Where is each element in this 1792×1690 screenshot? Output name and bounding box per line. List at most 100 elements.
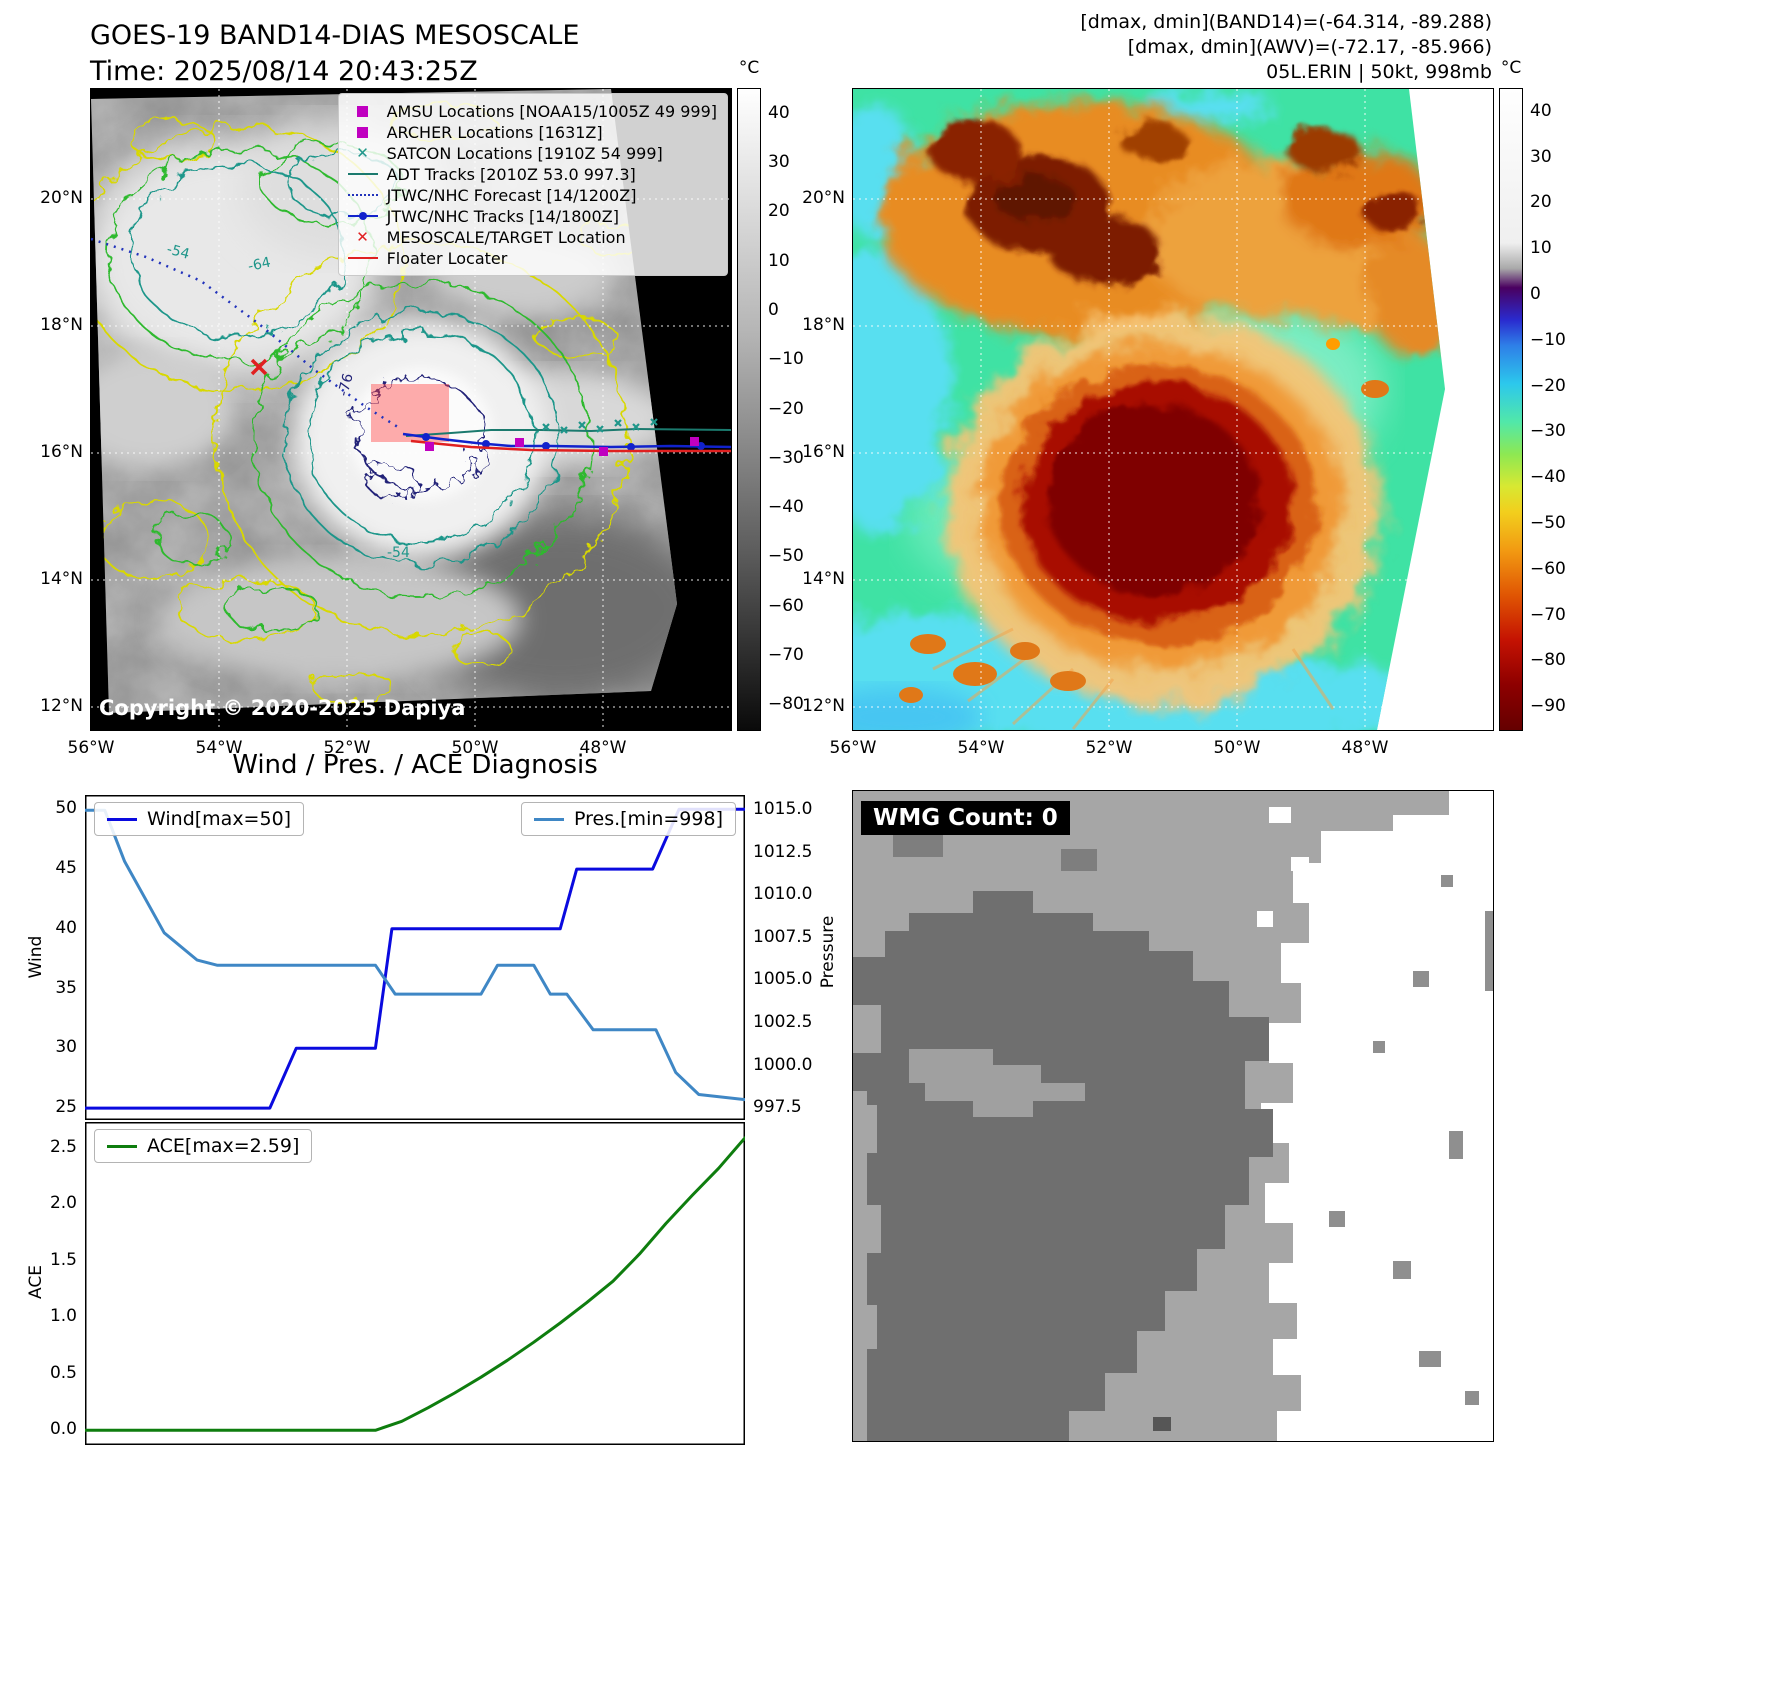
ace-line [83,1136,747,1432]
contour-label: -76 [335,372,356,398]
colorbar-tick-label: −90 [1530,696,1566,717]
storm-id-intensity: 05L.ERIN | 50kt, 998mb [1266,61,1492,83]
axis-tick-label: 0.0 [49,1419,77,1440]
pressure-legend: Pres.[min=998] [521,802,736,836]
colorbar-tick-label: −50 [1530,512,1566,533]
storm-tracks [90,237,732,456]
lat-tick-label: 14°N [802,569,845,589]
axis-tick-label: 25 [55,1097,77,1118]
adt-track-line [405,427,732,437]
axis-tick-label: 1.5 [49,1249,77,1270]
floater-line [410,439,731,453]
pressure-axis-label: Pressure [818,915,838,989]
legend-item: ✕ SATCON Locations [1910Z 54 999] [347,143,717,163]
lon-tick-label: 50°W [1213,738,1261,758]
line-marker-icon [347,248,379,268]
lat-tick-label: 12°N [40,696,83,716]
amsu-archer-squares [425,437,699,456]
colorbar-tick-label: 0 [768,299,779,320]
colorbar-tick-label: 0 [1530,284,1541,305]
awv-colorbar: °C 40 30 20 10 0 −10 −20 −30 −40 −50 −60 −70 −80 −90 [1499,58,1566,731]
axis-tick-label: 997.5 [753,1097,802,1118]
axis-tick-label: 1002.5 [753,1012,813,1032]
axis-tick-label: 45 [55,858,77,879]
wmg-map [853,791,1493,1441]
copyright-text: Copyright © 2020-2025 Dapiya [99,696,466,720]
colorbar-tick-label: −60 [768,595,804,616]
diagnosis-title: Wind / Pres. / ACE Diagnosis [232,750,598,780]
colorbar-tick-label: 40 [768,102,790,123]
axis-tick-label: 40 [55,917,77,938]
band14-map-panel: -54 -64 -76 -54 [40,88,732,758]
wind-legend-label: Wind[max=50] [147,808,292,830]
axis-tick-label: 1012.5 [753,841,813,862]
legend-label: ARCHER Locations [1631Z] [386,122,603,142]
axis-tick-label: 2.0 [49,1193,77,1214]
colorbar-tick-label: −10 [768,349,804,370]
lat-tick-label: 20°N [802,188,845,208]
lat-tick-label: 20°N [40,188,83,208]
awv-header: [dmax, dmin](BAND14)=(-64.314, -89.288) … [1032,10,1492,85]
line-dot-marker-icon [347,206,379,226]
colorbar-tick-label: −80 [768,694,804,715]
legend-label: AMSU Locations [NOAA15/1005Z 49 999] [386,101,717,121]
square-marker-icon [347,122,379,142]
legend-item: JTWC/NHC Tracks [14/1800Z] [347,206,717,226]
colorbar-tick-label: −30 [1530,421,1566,442]
pressure-legend-label: Pres.[min=998] [574,808,723,830]
colorbar-tick-label: −20 [1530,375,1566,396]
axis-tick-label: 1000.0 [753,1054,813,1075]
pressure-line-swatch [534,817,564,821]
lon-tick-label: 56°W [829,738,877,758]
colorbar-tick-label: 10 [768,250,790,271]
colorbar-tick-label: −10 [1530,329,1566,350]
awv-colorbar-gradient [1500,89,1522,730]
axis-tick-label: 1007.5 [753,926,813,947]
contour-label: -54 [165,241,191,262]
legend-label: Floater Locater [386,248,508,268]
legend-item: AMSU Locations [NOAA15/1005Z 49 999] [347,101,717,121]
pressure-line [83,808,747,1102]
lat-tick-label: 12°N [802,696,845,716]
legend-item: ✕ MESOSCALE/TARGET Location [347,227,717,247]
band14-title: GOES-19 BAND14-DIAS MESOSCALE Time: 2025… [90,18,579,90]
x-marker-icon: ✕ [356,143,369,162]
wind-pressure-plot [83,795,747,1120]
colorbar-tick-label: 20 [1530,192,1552,213]
axis-tick-label: 30 [55,1037,77,1058]
colorbar-tick-label: 20 [768,201,790,222]
lat-tick-label: 18°N [40,315,83,335]
colorbar-tick-label: −70 [768,645,804,666]
legend-item: ARCHER Locations [1631Z] [347,122,717,142]
lon-tick-label: 54°W [957,738,1005,758]
lat-tick-label: 18°N [802,315,845,335]
dotted-marker-icon [347,185,379,205]
latlon-grid [853,89,1493,730]
colorbar-tick-label: −20 [768,398,804,419]
axis-tick-label: 0.5 [49,1362,77,1383]
band14-title-line2: Time: 2025/08/14 20:43:25Z [90,56,478,87]
low-cloud-speckles [899,380,1389,703]
wmg-count-badge: WMG Count: 0 [861,801,1070,835]
axis-tick-label: 1.0 [49,1306,77,1327]
colorbar-tick-label: 40 [1530,100,1552,121]
awv-satellite-image [853,89,1493,730]
ace-axis-label: ACE [26,1265,46,1299]
wmg-panel: WMG Count: 0 [852,790,1494,1442]
colorbar-tick-label: −60 [1530,558,1566,579]
legend-label: JTWC/NHC Forecast [14/1200Z] [386,185,637,205]
colorbar-tick-label: 10 [1530,238,1552,259]
legend-item: ADT Tracks [2010Z 53.0 997.3] [347,164,717,184]
dmax-dmin-awv: [dmax, dmin](AWV)=(-72.17, -85.966) [1127,36,1492,58]
axis-tick-label: 2.5 [49,1136,77,1157]
colorbar-tick-label: −40 [768,497,804,518]
lon-tick-label: 50°W [451,738,499,758]
colorbar-tick-label: −30 [768,447,804,468]
axis-tick-label: 1005.0 [753,969,813,990]
wmg-white-holes [1257,807,1317,1101]
wind-line [83,807,747,1110]
lon-tick-label: 48°W [1341,738,1389,758]
band14-colorbar-gradient [738,89,760,730]
legend-item: Floater Locater [347,248,717,268]
